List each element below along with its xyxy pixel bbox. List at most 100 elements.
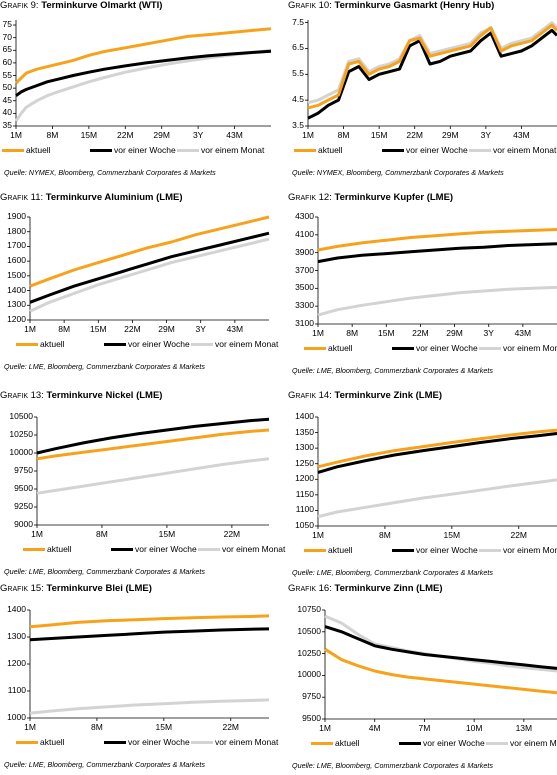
legend-swatch-woche xyxy=(104,343,126,347)
chart-title-prefix: Grafik 13: xyxy=(0,390,44,401)
y-tick-label: 10250 xyxy=(9,429,33,439)
x-tick-label: 15M xyxy=(443,530,461,540)
legend-swatch-aktuell xyxy=(304,347,326,351)
legend-item-aktuell: aktuell xyxy=(304,343,353,353)
y-tick-label: 75 xyxy=(2,19,12,30)
chart-svg xyxy=(27,609,270,721)
chart-svg xyxy=(34,416,270,528)
legend-label-woche: vor einer Woche xyxy=(128,339,190,349)
chart-title: Grafik 15: Terminkurve Blei (LME) xyxy=(0,583,152,594)
legend-item-monat: vor einem Monat xyxy=(191,339,278,349)
legend-swatch-monat xyxy=(479,347,501,351)
chart-title: Grafik 16: Terminkurve Zinn (LME) xyxy=(288,583,443,594)
chart-panel-g12: Grafik 12: Terminkurve Kupfer (LME) 3100 3… xyxy=(288,192,557,384)
y-tick-label: 1250 xyxy=(295,457,314,468)
y-tick-label: 3900 xyxy=(295,246,314,257)
y-tick-label: 1100 xyxy=(295,504,314,515)
x-tick-label: 4M xyxy=(368,723,381,733)
chart-title: Grafik 11: Terminkurve Aluminium (LME) xyxy=(0,192,183,203)
y-tick-label: 1900 xyxy=(7,211,26,221)
legend-label-aktuell: aktuell xyxy=(328,545,353,555)
x-tick-label: 3Y xyxy=(192,130,204,140)
legend-swatch-woche xyxy=(104,741,126,745)
y-tick-label: 10250 xyxy=(297,647,321,658)
source-note: Quelle: LME, Bloomberg, Commerzbank Corp… xyxy=(4,760,205,769)
series-line-woche xyxy=(317,432,557,474)
chart-title-prefix: Grafik 14: xyxy=(288,390,332,401)
chart-panel-g14: Grafik 14: Terminkurve Zink (LME) 1050 110… xyxy=(288,390,557,582)
chart-panel-g11: Grafik 11: Terminkurve Aluminium (LME) 12… xyxy=(0,192,278,384)
y-tick-label: 1150 xyxy=(295,488,314,499)
series-line-monat xyxy=(29,237,270,313)
x-tick-label: 8M xyxy=(91,722,103,732)
series-line-monat xyxy=(29,698,270,715)
legend-label-aktuell: aktuell xyxy=(40,339,65,349)
chart-panel-g10: Grafik 10: Terminkurve Gasmarkt (Henry H… xyxy=(288,0,557,192)
x-tick-label: 3Y xyxy=(480,130,492,140)
chart-panel-g9: Grafik 9: Terminkurve Olmarkt (WTI) 35 40 4… xyxy=(0,0,272,192)
legend-swatch-woche xyxy=(111,548,133,552)
x-tick-label: 15M xyxy=(378,328,395,338)
y-tick-label: 1200 xyxy=(295,473,314,484)
legend-label-woche: vor einer Woche xyxy=(114,145,176,155)
y-tick-label: 9000 xyxy=(14,519,33,529)
chart-title-text: Terminkurve Kupfer (LME) xyxy=(334,192,454,203)
legend-item-monat: vor einem Monat xyxy=(469,145,556,155)
x-tick-label: 22M xyxy=(510,530,528,540)
chart-svg xyxy=(315,416,557,529)
chart-svg xyxy=(315,216,557,327)
chart-title-prefix: Grafik 9: xyxy=(0,0,39,11)
chart-title-text: Terminkurve Aluminium (LME) xyxy=(45,192,183,203)
chart-title-prefix: Grafik 12: xyxy=(288,192,332,203)
legend-label-monat: vor einem Monat xyxy=(222,544,286,554)
legend-label-monat: vor einem Monat xyxy=(493,145,557,155)
series-line-woche xyxy=(15,49,272,97)
legend-swatch-woche xyxy=(382,149,404,153)
y-tick-label: 9250 xyxy=(14,501,33,511)
y-tick-label: 4.5 xyxy=(292,94,304,105)
x-tick-label: 22M xyxy=(117,130,134,140)
legend-item-aktuell: aktuell xyxy=(294,145,343,155)
series-line-monat xyxy=(324,614,557,673)
source-note: Quelle: LME, Bloomberg, Commerzbank Corp… xyxy=(4,567,205,576)
y-tick-label: 1400 xyxy=(295,411,314,421)
x-tick-label: 15M xyxy=(80,130,98,140)
legend-item-woche: vor einer Woche xyxy=(382,145,468,155)
source-note: Quelle: NYMEX, Bloomberg, Commerzbank Co… xyxy=(292,168,504,177)
legend-label-woche: vor einer Woche xyxy=(128,737,190,747)
y-tick-label: 50 xyxy=(2,82,12,93)
legend-item-monat: vor einem Monat xyxy=(191,737,278,747)
legend-swatch-aktuell xyxy=(16,741,38,745)
legend-label-monat: vor einem Monat xyxy=(503,545,557,555)
legend-label-aktuell: aktuell xyxy=(328,343,353,353)
y-tick-label: 1200 xyxy=(7,314,26,324)
chart-title: Grafik 10: Terminkurve Gasmarkt (Henry H… xyxy=(288,0,494,11)
x-tick-label: 29M xyxy=(442,130,459,140)
y-tick-label: 1000 xyxy=(7,712,26,722)
y-tick-label: 3300 xyxy=(295,300,314,311)
legend-label-monat: vor einem Monat xyxy=(510,738,557,748)
legend-label-aktuell: aktuell xyxy=(40,737,65,747)
chart-panel-g16: Grafik 16: Terminkurve Zinn (LME) 9500 975… xyxy=(288,583,557,775)
x-tick-label: 29M xyxy=(153,130,170,140)
legend-swatch-woche xyxy=(90,149,112,153)
chart-svg xyxy=(305,20,557,129)
chart-panel-g13: Grafik 13: Terminkurve Nickel (LME) 9000 9… xyxy=(0,390,285,582)
legend-item-woche: vor einer Woche xyxy=(111,544,197,554)
legend-item-monat: vor einem Monat xyxy=(479,343,557,353)
y-tick-label: 3.5 xyxy=(292,120,304,130)
x-tick-label: 1M xyxy=(319,723,331,733)
y-tick-label: 10000 xyxy=(297,669,321,680)
series-line-monat xyxy=(307,21,557,105)
x-tick-label: 15M xyxy=(158,529,176,539)
legend-swatch-aktuell xyxy=(311,742,333,746)
chart-title: Grafik 12: Terminkurve Kupfer (LME) xyxy=(288,192,453,203)
legend-item-monat: vor einem Monat xyxy=(479,545,557,555)
y-tick-label: 10750 xyxy=(297,604,321,614)
x-tick-label: 8M xyxy=(96,529,108,539)
source-note: Quelle: LME, Bloomberg, Commerzbank Corp… xyxy=(292,761,493,770)
series-line-woche xyxy=(317,242,557,264)
x-tick-label: 1M xyxy=(312,328,324,338)
y-tick-label: 10500 xyxy=(9,411,33,421)
series-line-aktuell xyxy=(29,614,270,629)
